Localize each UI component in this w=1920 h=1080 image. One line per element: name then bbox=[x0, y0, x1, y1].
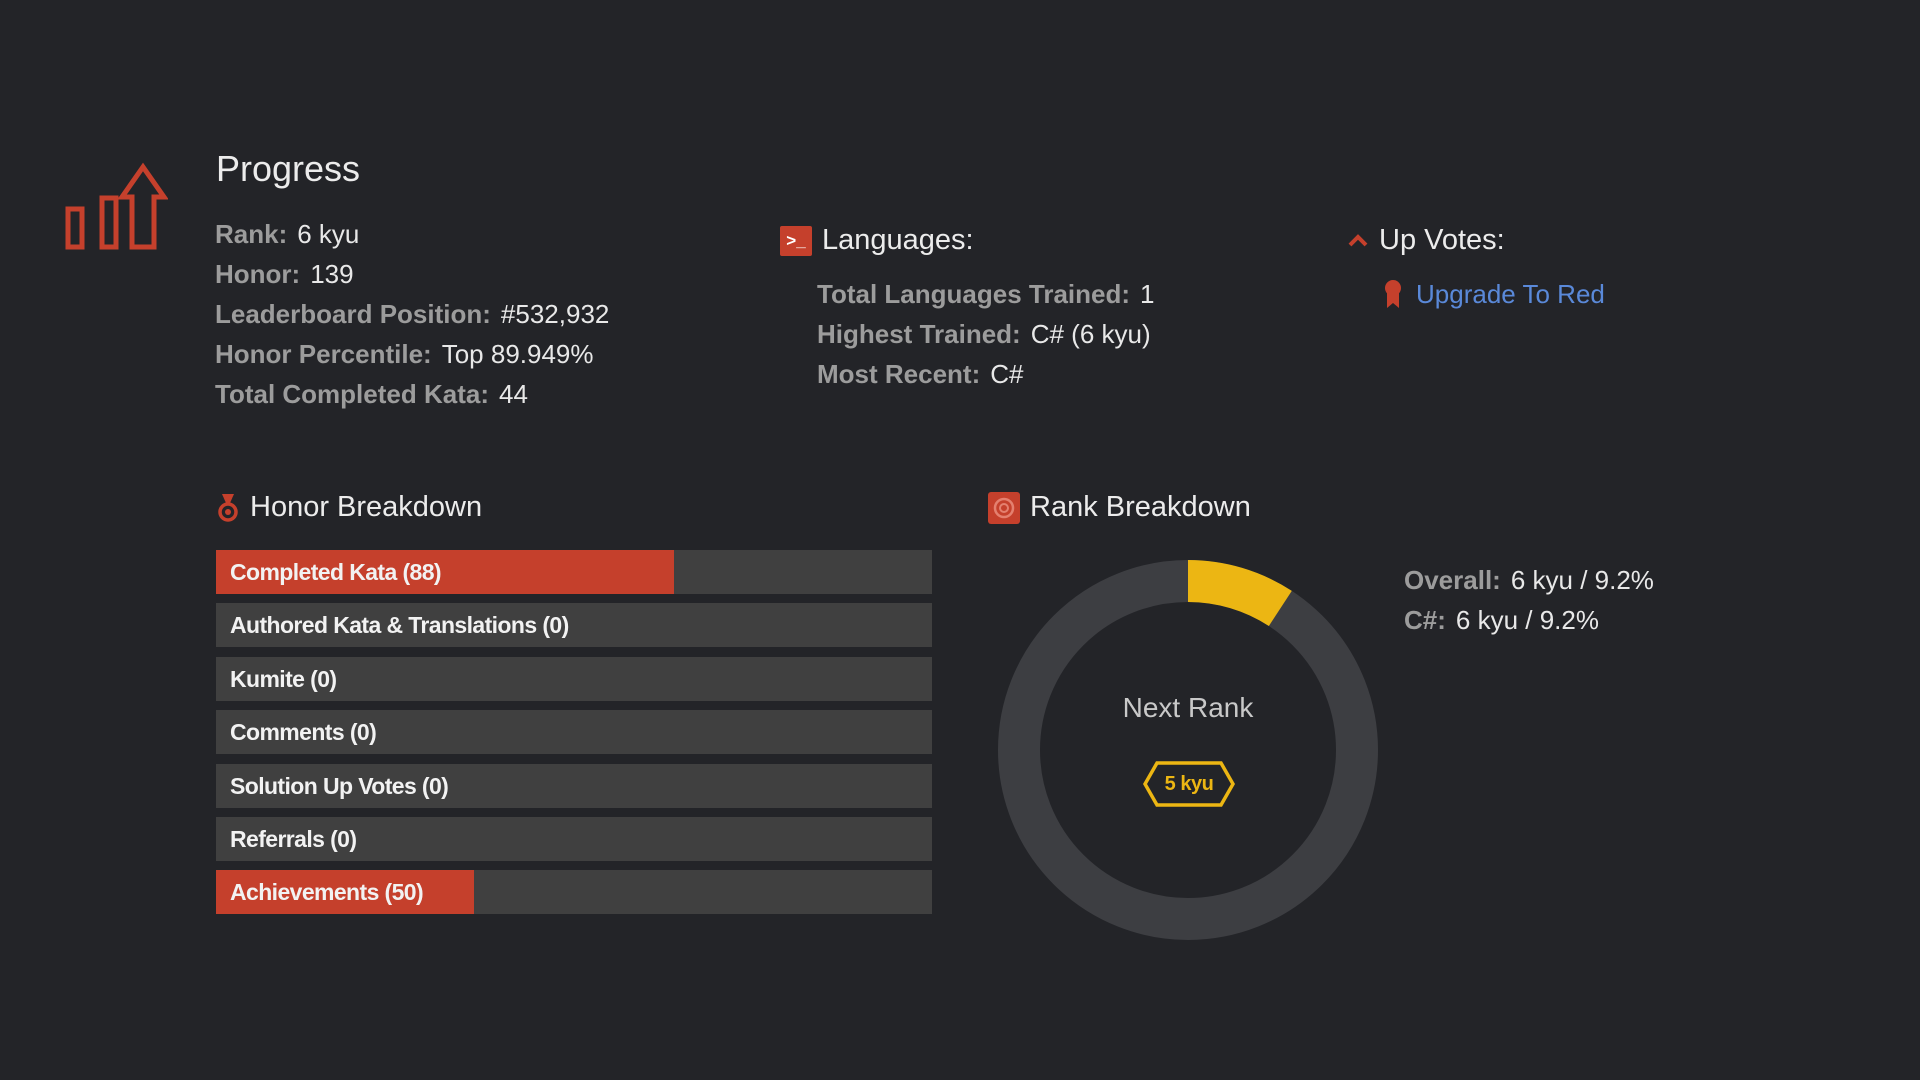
upgrade-to-red-link[interactable]: Upgrade To Red bbox=[1382, 274, 1605, 314]
honor-bar: Authored Kata & Translations (0) bbox=[216, 603, 932, 648]
hexagon-badge-icon bbox=[1143, 761, 1235, 807]
progress-title: Progress bbox=[216, 148, 361, 189]
honor-bar-label: Kumite (0) bbox=[230, 665, 337, 692]
stat-highest-trained: Highest Trained: C# (6 kyu) bbox=[817, 319, 1151, 349]
honor-bar: Completed Kata (88) bbox=[216, 550, 932, 594]
stat-most-recent: Most Recent: C# bbox=[817, 359, 1024, 389]
stat-rank: Rank: 6 kyu bbox=[215, 219, 360, 249]
progress-stats: Rank: 6 kyu Honor: 139 Leaderboard Positio… bbox=[215, 214, 609, 414]
languages-heading: >_ Languages: bbox=[780, 224, 974, 257]
up-votes-heading: Up Votes: bbox=[1345, 224, 1505, 257]
up-votes-title: Up Votes: bbox=[1379, 224, 1505, 256]
honor-bar-label: Authored Kata & Translations (0) bbox=[230, 612, 569, 639]
rank-stats: Overall: 6 kyu / 9.2% C#: 6 kyu / 9.2% bbox=[1404, 560, 1654, 640]
languages-title: Languages: bbox=[822, 224, 974, 256]
stat-csharp-rank: C#: 6 kyu / 9.2% bbox=[1404, 605, 1599, 635]
bar-chart-arrow-icon bbox=[65, 162, 168, 250]
donut-progress-arc bbox=[1187, 560, 1292, 627]
next-rank-badge: 5 kyu bbox=[1164, 773, 1214, 795]
stat-overall-rank: Overall: 6 kyu / 9.2% bbox=[1404, 565, 1654, 595]
chevron-up-icon bbox=[1348, 233, 1368, 246]
honor-breakdown-heading: Honor Breakdown bbox=[216, 491, 482, 524]
honor-bar-fill bbox=[216, 870, 474, 915]
honor-breakdown-bars: Completed Kata (88) Authored Kata & Trans… bbox=[216, 550, 932, 924]
stat-leaderboard-position: Leaderboard Position: #532,932 bbox=[215, 299, 610, 329]
rank-breakdown-heading: Rank Breakdown bbox=[988, 491, 1251, 524]
terminal-icon: >_ bbox=[780, 225, 812, 256]
stat-total-completed-kata: Total Completed Kata: 44 bbox=[215, 379, 528, 409]
honor-bar-label: Achievements (50) bbox=[230, 879, 424, 906]
stat-honor: Honor: 139 bbox=[215, 259, 354, 289]
ribbon-icon bbox=[1385, 280, 1401, 308]
honor-bar: Referrals (0) bbox=[216, 816, 932, 861]
rank-progress-donut bbox=[998, 560, 1378, 940]
honor-bar-label: Solution Up Votes (0) bbox=[230, 772, 449, 799]
upgrade-link-label[interactable]: Upgrade To Red bbox=[1416, 278, 1605, 309]
target-icon bbox=[988, 491, 1020, 524]
honor-bar-label: Comments (0) bbox=[230, 719, 377, 746]
honor-bar-label: Completed Kata (88) bbox=[230, 559, 442, 585]
languages-stats: Total Languages Trained: 1 Highest Traine… bbox=[817, 274, 1154, 394]
stat-honor-percentile: Honor Percentile: Top 89.949% bbox=[215, 339, 594, 369]
honor-bar: Kumite (0) bbox=[216, 656, 932, 701]
honor-bar: Achievements (50) bbox=[216, 870, 932, 915]
honor-bar-label: Referrals (0) bbox=[230, 825, 357, 852]
honor-bar: Comments (0) bbox=[216, 710, 932, 755]
rank-breakdown-title: Rank Breakdown bbox=[1030, 491, 1251, 523]
stat-total-languages-trained: Total Languages Trained: 1 bbox=[817, 279, 1155, 309]
donut-track bbox=[998, 560, 1378, 940]
medal-icon bbox=[218, 493, 238, 522]
honor-bar: Solution Up Votes (0) bbox=[216, 763, 932, 808]
honor-breakdown-title: Honor Breakdown bbox=[250, 491, 483, 523]
honor-bar-fill bbox=[216, 550, 675, 594]
next-rank-label: Next Rank bbox=[1122, 692, 1254, 723]
